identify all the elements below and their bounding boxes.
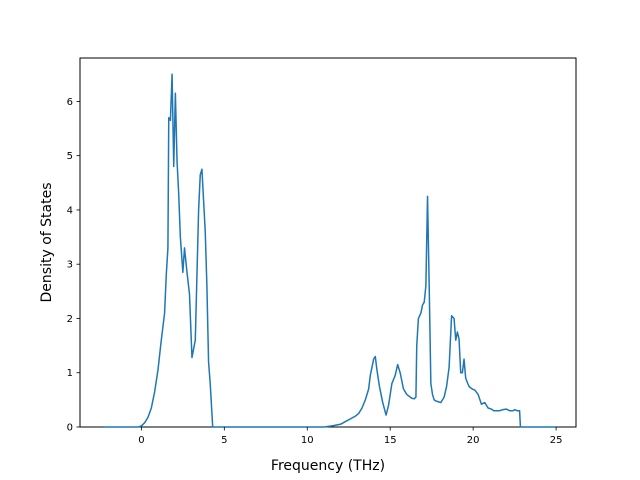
y-tick-label: 6 — [67, 97, 73, 108]
y-axis: 0 1 2 3 4 5 6 — [67, 97, 80, 434]
y-tick-label: 2 — [67, 314, 73, 325]
x-axis-title: Frequency (THz) — [271, 458, 385, 474]
x-tick-label: 15 — [384, 435, 397, 446]
plot-frame — [79, 57, 577, 428]
y-axis-title: Density of States — [39, 183, 55, 303]
plot-area: 0 5 10 15 20 25 0 1 2 3 4 5 6 — [67, 57, 577, 446]
y-tick-label: 4 — [67, 205, 73, 216]
x-tick-label: 5 — [221, 435, 227, 446]
y-tick-label: 3 — [67, 260, 73, 271]
y-tick-label: 1 — [67, 368, 73, 379]
x-tick-label: 25 — [550, 435, 563, 446]
y-tick-label: 5 — [67, 151, 73, 162]
x-tick-label: 0 — [138, 435, 144, 446]
dos-series-line-0 — [103, 73, 557, 428]
x-axis: 0 5 10 15 20 25 — [138, 427, 562, 446]
x-tick-label: 20 — [467, 435, 480, 446]
y-tick-label: 0 — [67, 423, 73, 434]
plot-layer — [103, 73, 557, 428]
x-tick-label: 10 — [301, 435, 314, 446]
